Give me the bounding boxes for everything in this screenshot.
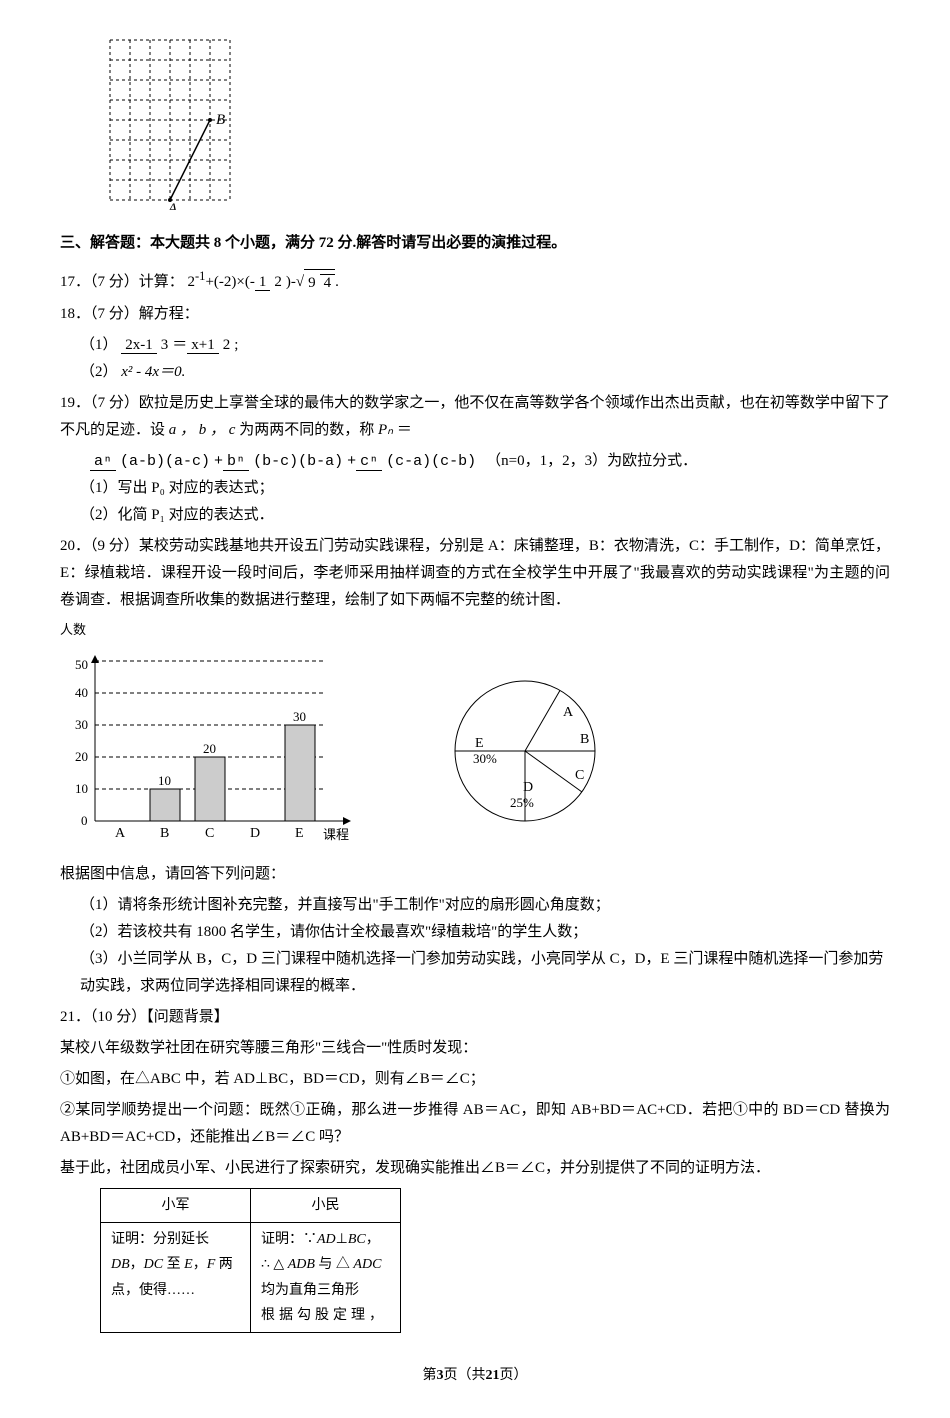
question-21: 21．（10 分）【问题背景】 bbox=[60, 1004, 890, 1031]
q19-part1: （1）写出 P₀ 对应的表达式； bbox=[80, 475, 890, 502]
q19-eq: ＝ bbox=[393, 422, 412, 438]
footer-num: 3 bbox=[437, 1368, 444, 1383]
proof-cell-1: 证明：分别延长 DB，DC 至 E，F 两点，使得…… bbox=[101, 1223, 251, 1333]
svg-text:E: E bbox=[475, 736, 484, 751]
svg-text:25%: 25% bbox=[510, 795, 534, 810]
q17-formula: 2-1+(-2)×(-12)-√94. bbox=[188, 274, 339, 290]
q19-pn: Pₙ bbox=[378, 422, 393, 438]
svg-text:C: C bbox=[575, 768, 584, 783]
euler-d2: (b-c)(b-a) bbox=[249, 453, 347, 470]
euler-suffix: （n=0，1，2，3）为欧拉分式． bbox=[486, 448, 697, 475]
svg-text:A: A bbox=[563, 705, 574, 720]
svg-text:20: 20 bbox=[203, 741, 216, 756]
svg-text:10: 10 bbox=[158, 773, 171, 788]
svg-text:D: D bbox=[250, 826, 260, 841]
q18-part2-label: （2） bbox=[80, 364, 118, 380]
euler-formula: aⁿ(a-b)(a-c) + bⁿ(b-c)(b-a) + cⁿ(c-a)(c-… bbox=[90, 448, 890, 475]
bar-xlabel: 课程 bbox=[323, 827, 349, 842]
euler-d3: (c-a)(c-b) bbox=[382, 453, 480, 470]
bar-ylabel: 人数 bbox=[60, 618, 890, 641]
q21-p4: 基于此，社团成员小军、小民进行了探索研究，发现确实能推出∠B＝∠C，并分别提供了… bbox=[60, 1155, 890, 1182]
q18-part1-label: （1） bbox=[80, 337, 118, 353]
q18-part1: （1） 2x-13＝x+12; bbox=[80, 332, 890, 359]
bar-chart: 0 10 20 30 40 50 10 20 30 A B C D E 课程 bbox=[60, 651, 360, 851]
proof-header-2: 小民 bbox=[251, 1189, 401, 1223]
svg-text:40: 40 bbox=[75, 685, 88, 700]
footer-pre: 第 bbox=[423, 1368, 437, 1383]
svg-text:50: 50 bbox=[75, 657, 88, 672]
footer-total: 21 bbox=[486, 1368, 500, 1383]
svg-text:B: B bbox=[160, 826, 169, 841]
footer-mid: 页（共 bbox=[444, 1368, 486, 1383]
svg-text:30: 30 bbox=[75, 717, 88, 732]
svg-text:E: E bbox=[295, 826, 304, 841]
euler-n2: bⁿ bbox=[223, 453, 249, 471]
euler-d1: (a-b)(a-c) bbox=[116, 453, 214, 470]
q19-part2: （2）化简 P₁ 对应的表达式． bbox=[80, 502, 890, 529]
q20-part2: （2）若该校共有 1800 名学生，请你估计全校最喜欢"绿植栽培"的学生人数； bbox=[80, 919, 890, 946]
grid-svg: A B bbox=[100, 30, 250, 210]
pie-chart: A B C D 25% E 30% bbox=[440, 666, 620, 836]
q20-part1: （1）请将条形统计图补充完整，并直接写出"手工制作"对应的扇形圆心角度数； bbox=[80, 892, 890, 919]
footer-post: 页） bbox=[500, 1368, 528, 1383]
question-20: 20．（9 分）某校劳动实践基地共开设五门劳动实践课程，分别是 A：床铺整理，B… bbox=[60, 533, 890, 614]
q21-p1: 某校八年级数学社团在研究等腰三角形"三线合一"性质时发现： bbox=[60, 1035, 890, 1062]
question-19: 19．（7 分）欧拉是历史上享誉全球的最伟大的数学家之一，他不仅在高等数学各个领… bbox=[60, 390, 890, 444]
q18-part2-formula: x² - 4x＝0. bbox=[121, 364, 185, 380]
svg-text:B: B bbox=[580, 732, 589, 747]
proof-cell-2: 证明：∵AD⊥BC，∴ △ ADB 与 △ ADC均为直角三角形根据勾股定理， bbox=[251, 1223, 401, 1333]
euler-n1: aⁿ bbox=[90, 453, 116, 471]
stats-container: 0 10 20 30 40 50 10 20 30 A B C D E 课程 bbox=[60, 651, 890, 851]
proof-table: 小军 小民 证明：分别延长 DB，DC 至 E，F 两点，使得…… 证明：∵AD… bbox=[100, 1188, 401, 1333]
point-a-label: A bbox=[167, 201, 178, 210]
section-title: 三、解答题：本大题共 8 个小题，满分 72 分.解答时请写出必要的演推过程。 bbox=[60, 230, 890, 257]
q20-below: 根据图中信息，请回答下列问题： bbox=[60, 861, 890, 888]
q19-mid: 为两两不同的数，称 bbox=[235, 422, 378, 438]
svg-text:A: A bbox=[115, 826, 126, 841]
q19-vars: a ， b ， c bbox=[169, 422, 236, 438]
point-b-label: B bbox=[216, 112, 225, 128]
q18-part1-formula: 2x-13＝x+12; bbox=[121, 337, 238, 353]
q18-part2: （2） x² - 4x＝0. bbox=[80, 359, 890, 386]
svg-text:0: 0 bbox=[81, 813, 88, 828]
question-18: 18．（7 分）解方程： bbox=[60, 301, 890, 328]
q17-prefix: 17．（7 分）计算： bbox=[60, 274, 184, 290]
question-17: 17．（7 分）计算： 2-1+(-2)×(-12)-√94. bbox=[60, 265, 890, 297]
q21-p3: ②某同学顺势提出一个问题：既然①正确，那么进一步推得 AB＝AC，即知 AB+B… bbox=[60, 1097, 890, 1151]
grid-figure: A B bbox=[100, 30, 890, 220]
svg-text:30: 30 bbox=[293, 709, 306, 724]
q20-part3: （3）小兰同学从 B，C，D 三门课程中随机选择一门参加劳动实践，小亮同学从 C… bbox=[80, 946, 890, 1000]
svg-text:10: 10 bbox=[75, 781, 88, 796]
q18-prefix: 18．（7 分）解方程： bbox=[60, 306, 199, 322]
q21-p2: ①如图，在△ABC 中，若 AD⊥BC，BD＝CD，则有∠B＝∠C； bbox=[60, 1066, 890, 1093]
svg-text:30%: 30% bbox=[473, 751, 497, 766]
svg-text:20: 20 bbox=[75, 749, 88, 764]
svg-text:D: D bbox=[523, 780, 533, 795]
proof-header-1: 小军 bbox=[101, 1189, 251, 1223]
page-footer: 第3页（共21页） bbox=[60, 1363, 890, 1388]
euler-n3: cⁿ bbox=[356, 453, 382, 471]
svg-text:C: C bbox=[205, 826, 214, 841]
